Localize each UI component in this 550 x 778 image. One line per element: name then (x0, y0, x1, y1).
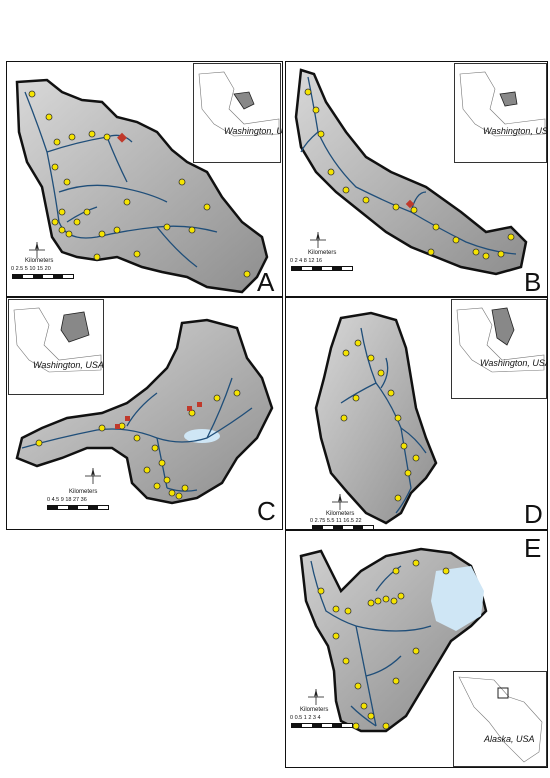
watershed-map-c (15, 318, 274, 505)
scale-title-a: Kilometers (25, 258, 54, 264)
scale-bar-a (12, 274, 74, 279)
locator-map-a (198, 71, 280, 137)
map-panel-c: Washington, USA Kilometers 0 4.5 9 18 27… (6, 297, 283, 530)
locator-map-d (456, 307, 545, 373)
scale-ticks-c: 0 4.5 9 18 27 36 (47, 497, 87, 503)
scale-title-c: Kilometers (69, 489, 98, 495)
scale-bar-b (291, 266, 353, 271)
north-arrow-icon (310, 232, 326, 248)
sample-sites-d (340, 339, 420, 502)
north-arrow-icon (85, 468, 101, 484)
watershed-boundary-a (15, 78, 269, 294)
panel-letter-c: C (257, 496, 276, 526)
locator-inset-b: Washington, USA (454, 63, 547, 163)
map-panel-e: Alaska, USA Kilometers 0 0.5 1 2 3 4 E (285, 530, 548, 768)
scale-title-d: Kilometers (326, 511, 355, 517)
locator-map-c (13, 307, 102, 373)
locator-inset-e: Alaska, USA (453, 671, 547, 767)
locator-map-b (459, 71, 546, 137)
scale-bar-e (291, 723, 353, 728)
watershed-map-a (15, 78, 269, 294)
locator-inset-d: Washington, USA (451, 299, 547, 399)
inset-label-e: Alaska, USA (484, 734, 535, 744)
glacier-e (431, 566, 484, 631)
scale-ticks-e: 0 0.5 1 2 3 4 (290, 715, 321, 721)
scale-ticks-a: 0 2.5 5 10 15 20 (11, 266, 51, 272)
scale-bar-c (47, 505, 109, 510)
north-arrow-icon (332, 494, 348, 510)
inset-label-d: Washington, USA (480, 358, 548, 368)
panel-letter-b: B (524, 267, 542, 297)
watershed-map-d (314, 311, 438, 525)
scale-ticks-b: 0 2 4 8 12 16 (290, 258, 323, 264)
barrier-marker-a (117, 132, 127, 143)
streams-d (340, 327, 427, 514)
map-panel-a: Washington, USA Kilometers 0 2.5 5 10 15… (6, 61, 283, 297)
streams-c (21, 377, 253, 492)
panel-letter-a: A (257, 267, 275, 297)
scale-ticks-d: 0 2.75 5.5 11 16.5 22 (310, 518, 362, 524)
map-panel-d: Washington, USA Kilometers 0 2.75 5.5 11… (285, 297, 548, 530)
watershed-boundary-d (314, 311, 438, 525)
locator-inset-a: Washington, USA (193, 63, 283, 163)
locator-inset-c: Washington, USA (8, 299, 104, 395)
sample-sites-c (35, 389, 241, 500)
inset-label-c: Washington, USA (33, 360, 104, 370)
panel-letter-d: D (524, 499, 543, 529)
map-panel-b: Washington, USA Kilometers 0 2 4 8 12 16… (285, 61, 548, 297)
inset-label-a: Washington, USA (224, 126, 283, 136)
scale-bar-d (312, 525, 374, 529)
locator-map-e (458, 676, 543, 763)
sample-sites-b (304, 88, 515, 260)
streams-e (310, 560, 432, 727)
north-arrow-icon (308, 689, 324, 705)
scale-title-e: Kilometers (300, 707, 329, 713)
barrier-markers-c (115, 402, 202, 429)
watershed-boundary-c (15, 318, 274, 505)
scale-title-b: Kilometers (308, 250, 337, 256)
watershed-map-e (299, 547, 488, 733)
panel-letter-e: E (524, 533, 542, 563)
watershed-boundary-b (294, 68, 528, 276)
barrier-marker-b (405, 199, 415, 209)
watershed-map-b (294, 68, 528, 276)
sample-sites-a (28, 90, 251, 278)
north-arrow-icon (29, 242, 45, 258)
sample-sites-e (317, 559, 450, 730)
lake-c (184, 429, 220, 443)
inset-label-b: Washington, USA (483, 126, 548, 136)
